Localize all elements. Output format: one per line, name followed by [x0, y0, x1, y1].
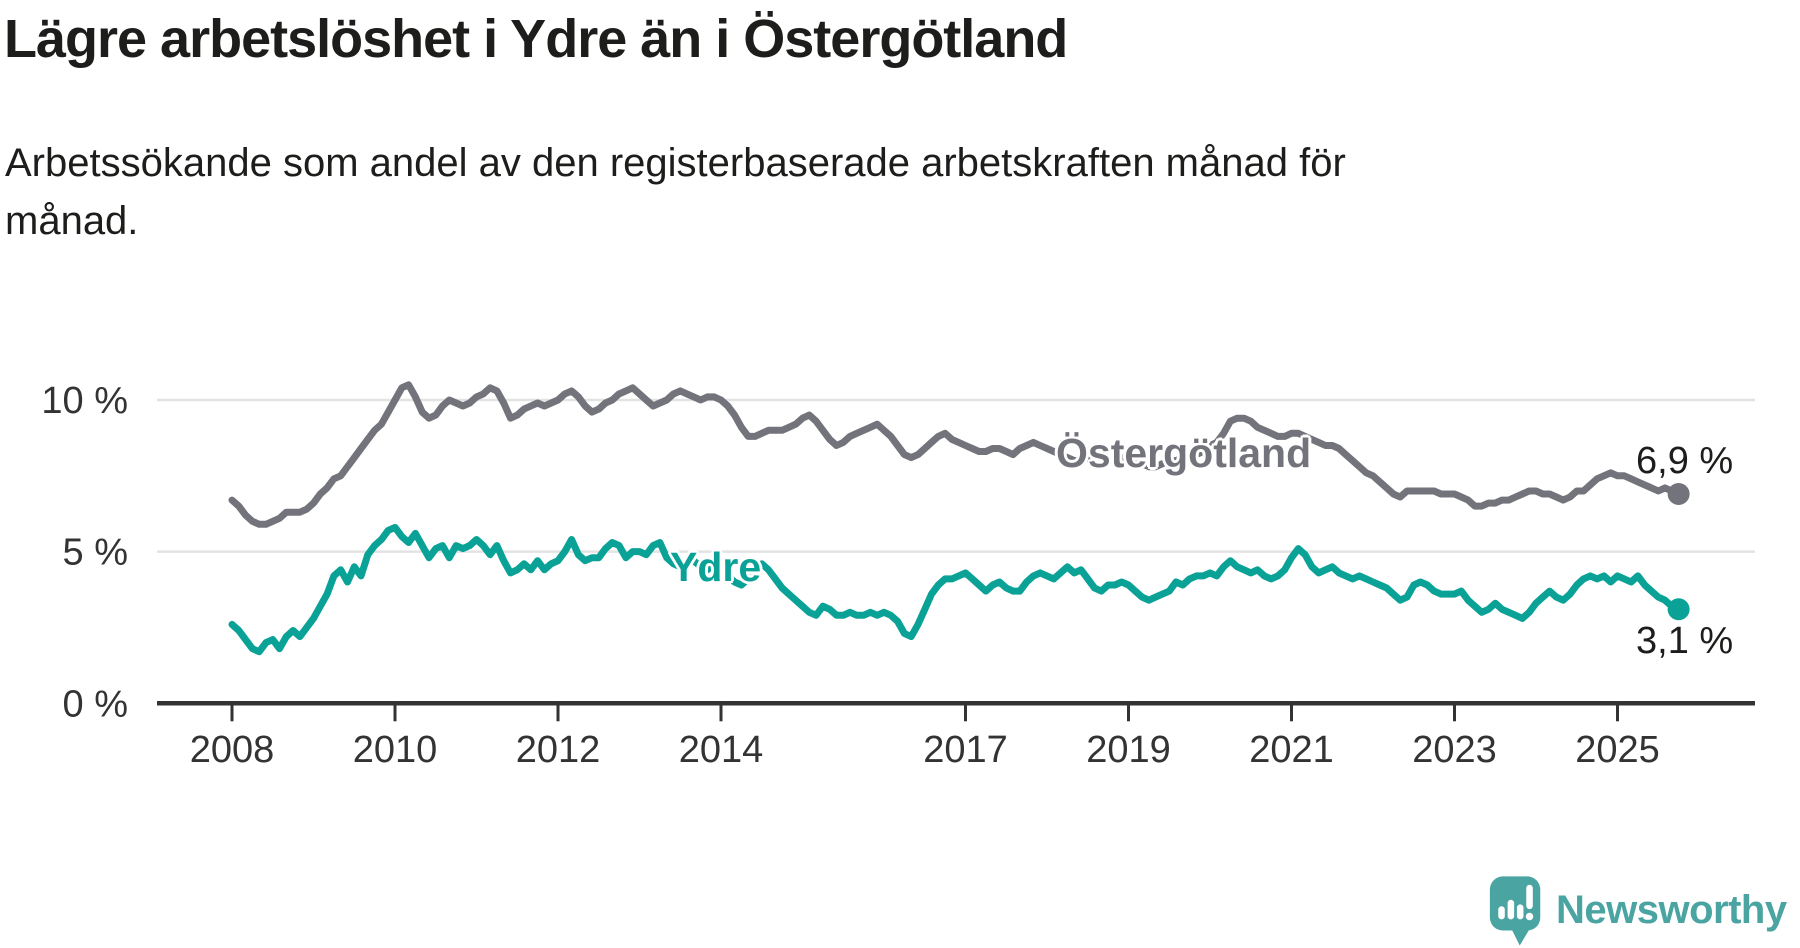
series-label-ostergotland: Östergötland — [1056, 430, 1312, 476]
series-line-ostergotland — [228, 381, 1683, 528]
x-tick-label: 2014 — [679, 729, 764, 771]
x-tick-label: 2023 — [1412, 729, 1497, 771]
chart-title: Lägre arbetslöshet i Ydre än i Östergötl… — [4, 9, 1068, 69]
newsworthy-logo: Newsworthy — [1488, 872, 1787, 948]
end-dot-ydre — [1667, 598, 1690, 621]
x-tick-label: 2019 — [1086, 729, 1171, 771]
newsworthy-chart-bubble-icon — [1489, 876, 1541, 946]
series-label-ydre: Ydre — [670, 544, 762, 590]
end-dot-ostergotland — [1667, 483, 1690, 506]
x-tick-label: 2008 — [190, 729, 275, 771]
end-value-label-ydre: 3,1 % — [1636, 620, 1734, 662]
x-tick-label: 2017 — [923, 729, 1008, 771]
x-tick-label: 2010 — [353, 729, 438, 771]
newsworthy-wordmark: Newsworthy — [1556, 887, 1787, 932]
series-line-ydre — [228, 523, 1683, 656]
x-tick-label: 2012 — [516, 729, 601, 771]
y-tick-label: 0 % — [63, 683, 128, 725]
chart-subtitle: Arbetssökande som andel av den registerb… — [5, 141, 1346, 243]
x-tick-label: 2021 — [1249, 729, 1334, 771]
y-tick-label: 10 % — [41, 380, 128, 422]
y-tick-label: 5 % — [63, 532, 128, 574]
x-tick-label: 2025 — [1575, 729, 1660, 771]
end-value-label-ostergotland: 6,9 % — [1636, 440, 1734, 482]
